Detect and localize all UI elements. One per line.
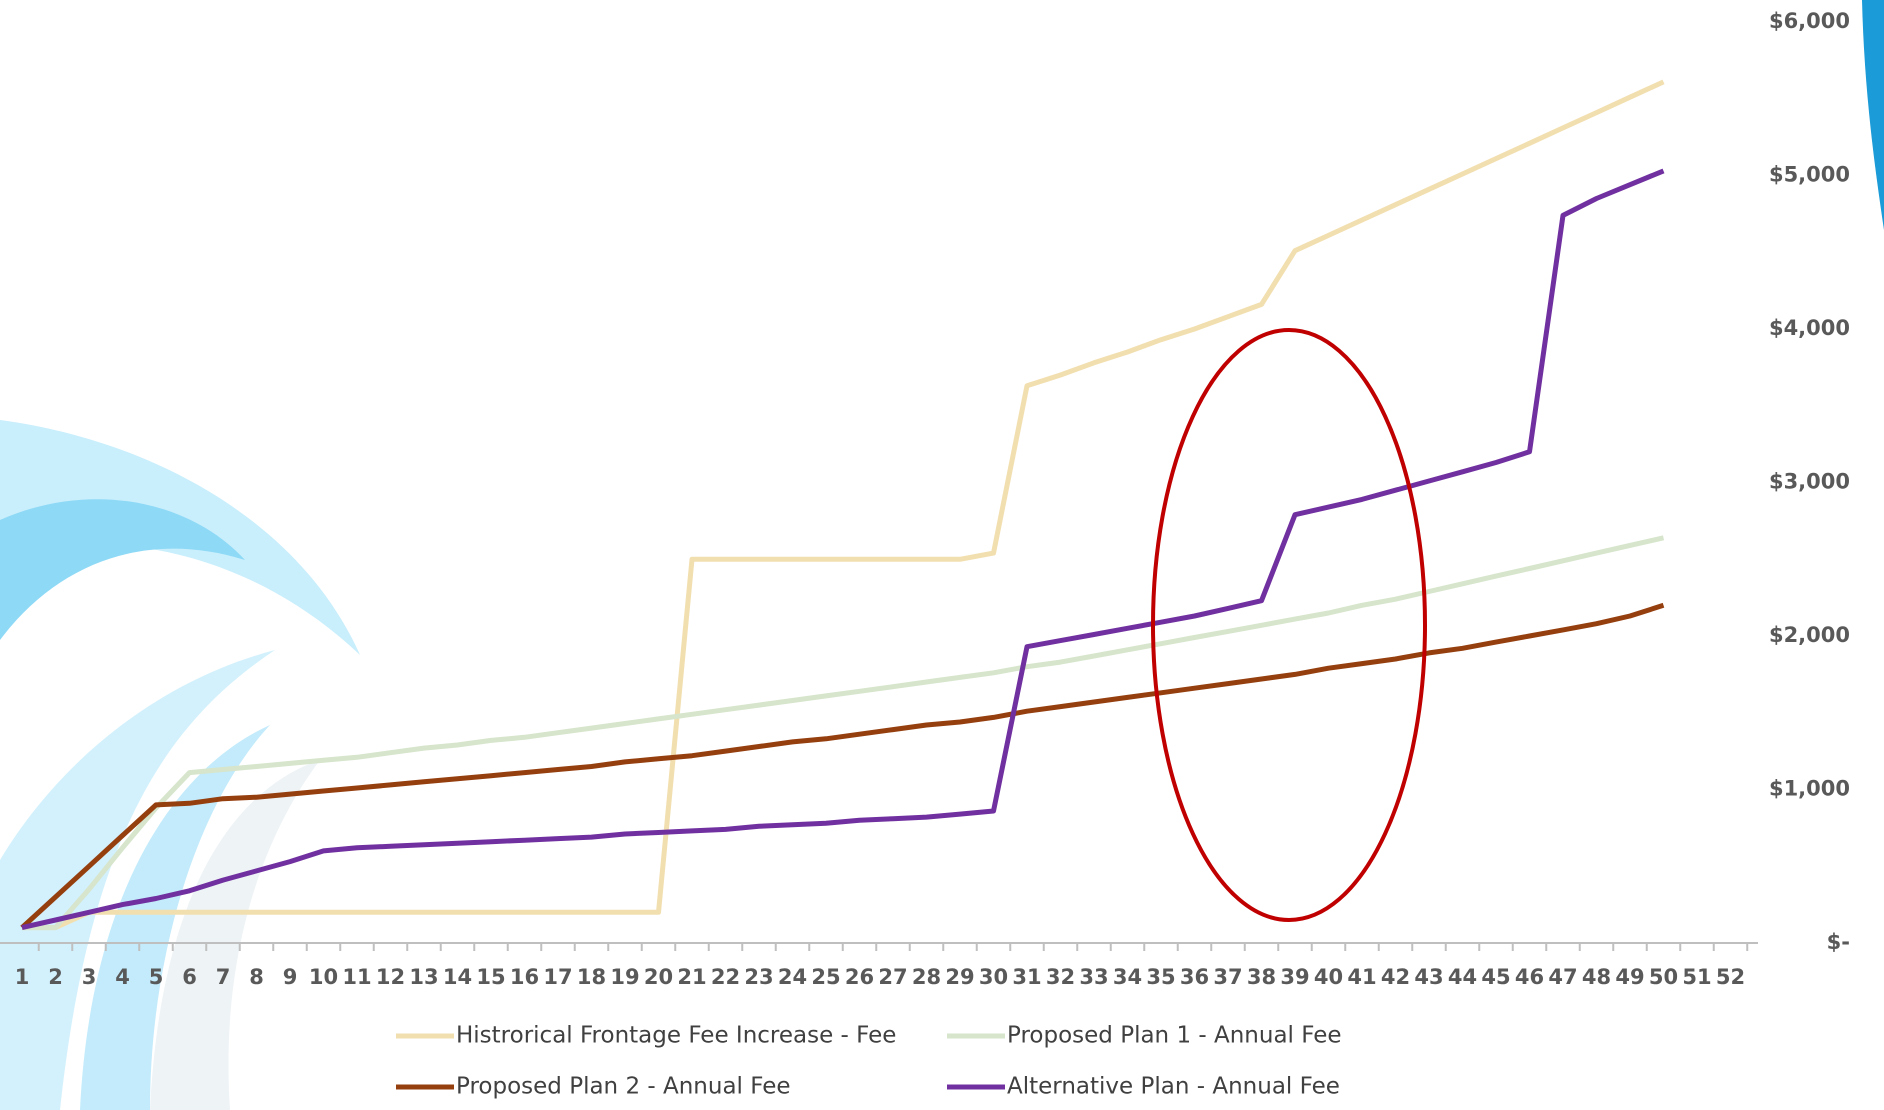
x-tick-label: 30: [979, 965, 1008, 989]
x-tick-label: 17: [543, 965, 572, 989]
x-tick-label: 45: [1481, 965, 1510, 989]
y-tick-label: $2,000: [1769, 623, 1850, 647]
x-tick-label: 13: [409, 965, 438, 989]
x-tick-label: 36: [1180, 965, 1209, 989]
series-line: [20, 602, 1665, 930]
x-tick-label: 5: [149, 965, 164, 989]
legend-label: Proposed Plan 1 - Annual Fee: [1007, 1023, 1342, 1049]
x-tick-label: 25: [811, 965, 840, 989]
legend-label: Alternative Plan - Annual Fee: [1007, 1074, 1340, 1100]
x-tick-label: 50: [1649, 965, 1678, 989]
y-tick-label: $1,000: [1769, 777, 1850, 801]
x-tick-label: 7: [216, 965, 231, 989]
x-tick-label: 14: [443, 965, 472, 989]
x-tick-label: 19: [610, 965, 639, 989]
x-tick-label: 20: [644, 965, 673, 989]
x-tick-label: 26: [845, 965, 874, 989]
legend-label: Proposed Plan 2 - Annual Fee: [456, 1074, 791, 1100]
x-tick-label: 32: [1046, 965, 1075, 989]
x-tick-label: 1: [15, 965, 30, 989]
y-tick-label: $5,000: [1769, 163, 1850, 187]
series-line: [22, 535, 1665, 931]
x-tick-label: 3: [82, 965, 97, 989]
y-tick-label: $6,000: [1769, 9, 1850, 33]
x-tick-label: 12: [376, 965, 405, 989]
x-tick-label: 31: [1012, 965, 1041, 989]
swirl: [0, 650, 275, 1110]
x-tick-label: 35: [1146, 965, 1175, 989]
x-tick-label: 42: [1381, 965, 1410, 989]
y-tick-label: $-: [1827, 930, 1850, 954]
x-tick-label: 28: [912, 965, 941, 989]
x-tick-label: 24: [778, 965, 807, 989]
x-tick-label: 38: [1247, 965, 1276, 989]
x-tick-label: 51: [1682, 965, 1711, 989]
highlight-ellipse: [1151, 328, 1427, 922]
x-tick-label: 39: [1280, 965, 1309, 989]
x-tick-label: 16: [510, 965, 539, 989]
x-tick-label: 47: [1548, 965, 1577, 989]
swirl: [0, 499, 245, 640]
x-tick-label: 40: [1314, 965, 1343, 989]
legend-label: Histrorical Frontage Fee Increase - Fee: [456, 1023, 896, 1049]
x-tick-label: 33: [1079, 965, 1108, 989]
x-tick-label: 43: [1414, 965, 1443, 989]
x-tick-label: 23: [744, 965, 773, 989]
swirl: [150, 760, 320, 1110]
x-tick-label: 21: [677, 965, 706, 989]
x-tick-label: 15: [476, 965, 505, 989]
x-tick-label: 41: [1347, 965, 1376, 989]
x-tick-label: 44: [1448, 965, 1477, 989]
x-tick-label: 52: [1716, 965, 1745, 989]
x-tick-label: 46: [1515, 965, 1544, 989]
x-tick-label: 27: [878, 965, 907, 989]
x-tick-label: 11: [342, 965, 371, 989]
x-tick-label: 8: [249, 965, 264, 989]
x-tick-label: 34: [1113, 965, 1142, 989]
x-tick-label: 9: [283, 965, 298, 989]
swirl: [80, 725, 270, 1110]
x-tick-label: 4: [115, 965, 130, 989]
x-tick-label: 48: [1582, 965, 1611, 989]
x-tick-label: 2: [48, 965, 63, 989]
series-line: [22, 79, 1665, 931]
x-tick-label: 10: [309, 965, 338, 989]
x-tick-label: 22: [711, 965, 740, 989]
x-tick-label: 49: [1615, 965, 1644, 989]
corner-arc: [1862, 0, 1884, 230]
x-tick-label: 29: [945, 965, 974, 989]
series-line: [21, 168, 1665, 931]
x-tick-label: 6: [182, 965, 197, 989]
y-tick-label: $4,000: [1769, 316, 1850, 340]
x-tick-label: 37: [1213, 965, 1242, 989]
x-tick-label: 18: [577, 965, 606, 989]
y-tick-label: $3,000: [1769, 470, 1850, 494]
